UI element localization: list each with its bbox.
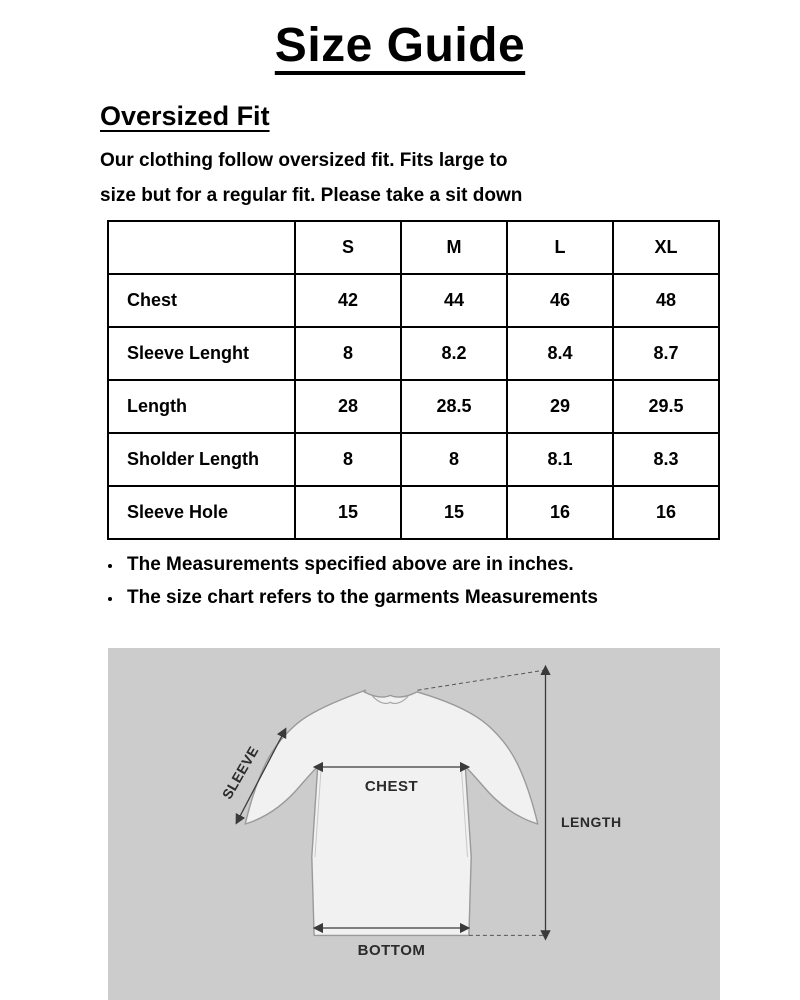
svg-text:CHEST: CHEST xyxy=(364,778,417,795)
svg-text:LENGTH: LENGTH xyxy=(561,814,622,830)
svg-text:BOTTOM: BOTTOM xyxy=(357,942,425,959)
